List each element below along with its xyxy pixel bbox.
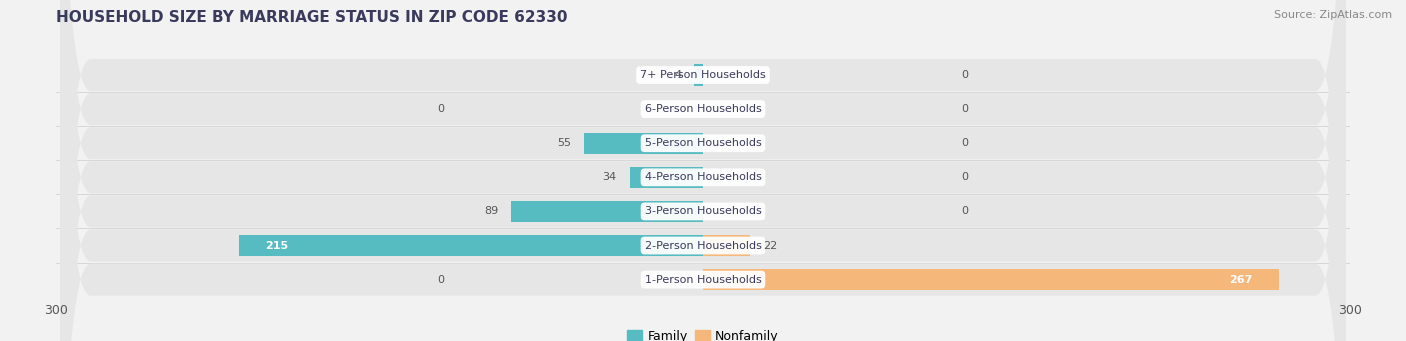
Text: 22: 22	[763, 240, 778, 251]
Text: 0: 0	[437, 104, 444, 114]
Bar	[585, 133, 703, 154]
Text: 0: 0	[962, 138, 969, 148]
Text: 34: 34	[603, 172, 617, 182]
FancyBboxPatch shape	[60, 0, 1346, 341]
Text: 3-Person Households: 3-Person Households	[644, 206, 762, 217]
Text: 215: 215	[266, 240, 288, 251]
Text: Source: ZipAtlas.com: Source: ZipAtlas.com	[1274, 10, 1392, 20]
Bar	[630, 167, 703, 188]
FancyBboxPatch shape	[60, 0, 1346, 341]
Bar	[703, 269, 1278, 290]
Text: 0: 0	[437, 275, 444, 285]
Text: 4-Person Households: 4-Person Households	[644, 172, 762, 182]
Bar	[703, 235, 751, 256]
FancyBboxPatch shape	[60, 0, 1346, 341]
Bar	[695, 64, 703, 86]
Text: 4: 4	[675, 70, 682, 80]
Text: 267: 267	[1229, 275, 1253, 285]
FancyBboxPatch shape	[60, 0, 1346, 341]
Text: 0: 0	[962, 172, 969, 182]
FancyBboxPatch shape	[60, 0, 1346, 341]
Text: HOUSEHOLD SIZE BY MARRIAGE STATUS IN ZIP CODE 62330: HOUSEHOLD SIZE BY MARRIAGE STATUS IN ZIP…	[56, 10, 568, 25]
Text: 2-Person Households: 2-Person Households	[644, 240, 762, 251]
Bar	[512, 201, 703, 222]
FancyBboxPatch shape	[60, 0, 1346, 341]
Text: 55: 55	[558, 138, 571, 148]
Text: 5-Person Households: 5-Person Households	[644, 138, 762, 148]
Legend: Family, Nonfamily: Family, Nonfamily	[623, 325, 783, 341]
Text: 6-Person Households: 6-Person Households	[644, 104, 762, 114]
Text: 0: 0	[962, 70, 969, 80]
Bar	[239, 235, 703, 256]
Text: 0: 0	[962, 206, 969, 217]
Text: 0: 0	[962, 104, 969, 114]
Text: 7+ Person Households: 7+ Person Households	[640, 70, 766, 80]
Text: 89: 89	[484, 206, 498, 217]
Text: 1-Person Households: 1-Person Households	[644, 275, 762, 285]
FancyBboxPatch shape	[60, 0, 1346, 341]
